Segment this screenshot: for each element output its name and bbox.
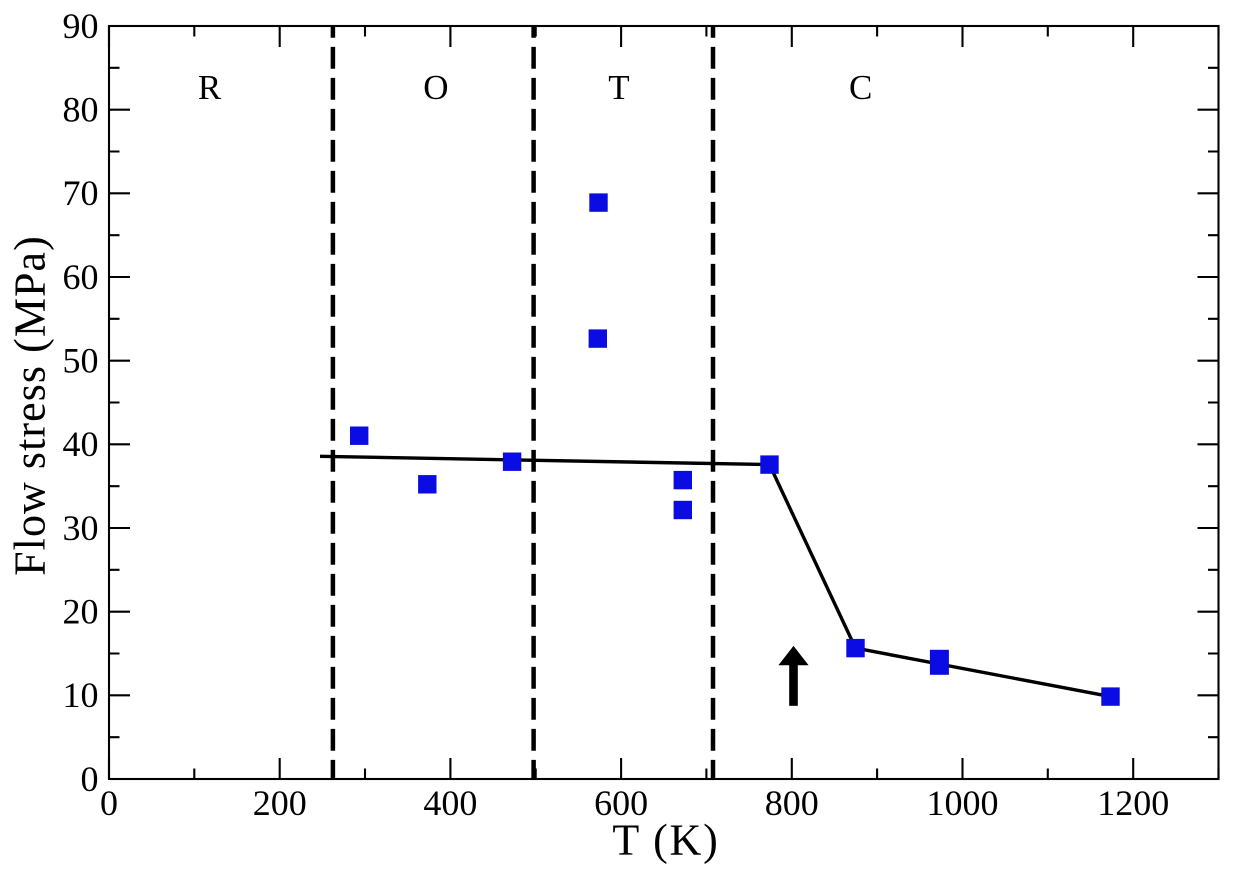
svg-text:10: 10 xyxy=(63,675,99,715)
svg-text:30: 30 xyxy=(63,508,99,548)
svg-text:Flow stress (MPa): Flow stress (MPa) xyxy=(6,235,55,576)
svg-text:40: 40 xyxy=(63,424,99,464)
svg-text:1200: 1200 xyxy=(1097,783,1169,823)
svg-text:O: O xyxy=(423,68,448,107)
svg-text:1000: 1000 xyxy=(927,783,999,823)
svg-text:R: R xyxy=(198,68,222,107)
svg-text:80: 80 xyxy=(63,90,99,130)
svg-text:60: 60 xyxy=(63,257,99,297)
svg-text:20: 20 xyxy=(63,592,99,632)
svg-text:200: 200 xyxy=(253,783,307,823)
svg-text:50: 50 xyxy=(63,341,99,381)
svg-text:800: 800 xyxy=(765,783,819,823)
svg-text:0: 0 xyxy=(81,759,99,799)
svg-text:T (K): T (K) xyxy=(612,816,719,865)
svg-text:T: T xyxy=(608,68,629,107)
svg-text:0: 0 xyxy=(100,783,118,823)
svg-text:C: C xyxy=(849,68,872,107)
svg-text:600: 600 xyxy=(594,783,648,823)
svg-text:70: 70 xyxy=(63,173,99,213)
svg-text:400: 400 xyxy=(423,783,477,823)
svg-text:90: 90 xyxy=(63,6,99,46)
